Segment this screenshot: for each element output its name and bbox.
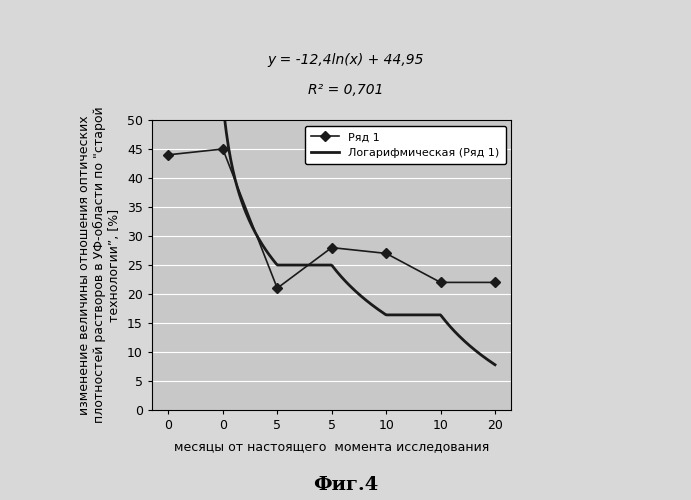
Text: R² = 0,701: R² = 0,701: [307, 83, 384, 97]
Text: Фиг.4: Фиг.4: [313, 476, 378, 494]
Логарифмическая (Ряд 1): [491, 362, 499, 368]
Ряд 1: [328, 244, 336, 250]
Ряд 1: [491, 280, 499, 285]
Ряд 1: [382, 250, 390, 256]
X-axis label: месяцы от настоящего  момента исследования: месяцы от настоящего момента исследовани…: [174, 440, 489, 454]
Legend: Ряд 1, Логарифмическая (Ряд 1): Ряд 1, Логарифмическая (Ряд 1): [305, 126, 506, 164]
Логарифмическая (Ряд 1): [165, 96, 173, 102]
Line: Логарифмическая (Ряд 1): Логарифмическая (Ряд 1): [169, 100, 495, 364]
Логарифмическая (Ряд 1): [357, 294, 366, 300]
Логарифмическая (Ряд 1): [359, 294, 367, 300]
Логарифмическая (Ряд 1): [439, 316, 448, 322]
Text: y = -12,4ln(x) + 44,95: y = -12,4ln(x) + 44,95: [267, 53, 424, 67]
Y-axis label: изменение величины отношения оптических
плотностей растворов в УФ-области по "ст: изменение величины отношения оптических …: [78, 106, 122, 424]
Логарифмическая (Ряд 1): [164, 96, 173, 102]
Логарифмическая (Ряд 1): [460, 338, 468, 344]
Line: Ряд 1: Ряд 1: [165, 146, 498, 292]
Ряд 1: [218, 146, 227, 152]
Ряд 1: [437, 280, 445, 285]
Логарифмическая (Ряд 1): [364, 299, 372, 305]
Ряд 1: [273, 285, 281, 291]
Ряд 1: [164, 152, 173, 158]
